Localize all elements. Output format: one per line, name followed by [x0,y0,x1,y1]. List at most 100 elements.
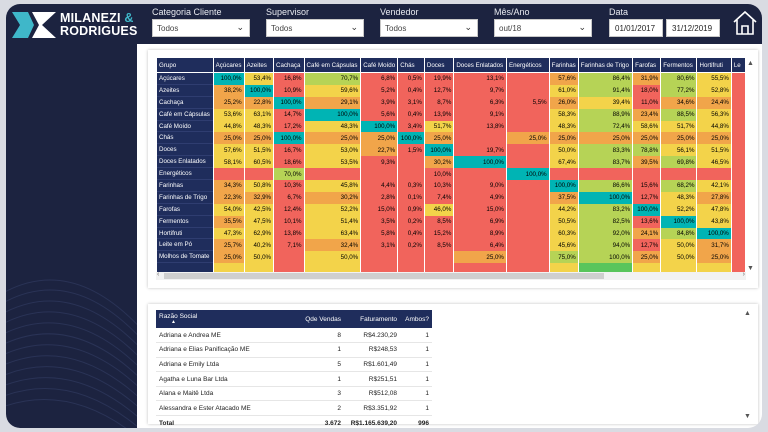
matrix-cell[interactable]: 53,4% [244,73,274,85]
col-qde-vendas[interactable]: Qde Vendas [288,310,344,328]
matrix-cell[interactable]: 48,3% [304,120,361,133]
matrix-cell[interactable]: 24,1% [633,227,661,240]
matrix-cell[interactable] [731,251,745,264]
matrix-cell[interactable]: 68,2% [661,180,697,192]
matrix-cell[interactable]: 6,7% [274,191,304,204]
matrix-cell[interactable] [661,263,697,276]
matrix-row-label[interactable]: Molhos de Tomate [157,251,213,264]
matrix-cell[interactable]: 52,2% [304,203,361,216]
matrix-cell[interactable] [398,168,424,181]
matrix-cell[interactable]: 10,3% [274,180,304,192]
matrix-cell[interactable]: 22,7% [361,144,398,157]
matrix-cell[interactable]: 7,4% [424,191,454,204]
matrix-cell[interactable]: 70,0% [274,168,304,181]
matrix-cell[interactable]: 59,6% [304,84,361,97]
matrix-cell[interactable] [633,263,661,276]
matrix-cell[interactable] [697,168,731,181]
scroll-down-icon[interactable]: ▼ [747,265,754,272]
matrix-cell[interactable]: 80,6% [661,73,697,85]
matrix-cell[interactable]: 62,9% [244,227,274,240]
matrix-cell[interactable]: 45,6% [549,239,578,252]
matrix-cell[interactable]: 10,1% [274,215,304,228]
matrix-row-label[interactable]: Açúcares [157,73,213,85]
matrix-cell[interactable]: 25,0% [361,132,398,145]
matrix-cell[interactable] [731,180,745,192]
matrix-cell[interactable] [424,251,454,264]
matrix-cell[interactable]: 63,4% [304,227,361,240]
matrix-cell[interactable]: 88,5% [661,108,697,121]
col-faturamento[interactable]: Faturamento [344,310,400,328]
matrix-cell[interactable]: 4,9% [454,191,506,204]
matrix-cell[interactable]: 38,2% [213,84,244,97]
matrix-cell[interactable]: 100,0% [274,132,304,145]
matrix-cell[interactable]: 51,7% [424,120,454,133]
matrix-col-header[interactable]: Energéticos [506,58,549,73]
matrix-cell[interactable]: 83,7% [578,156,633,169]
matrix-cell[interactable]: 100,0% [506,168,549,181]
matrix-cell[interactable]: 5,6% [361,108,398,121]
matrix-cell[interactable]: 53,6% [213,108,244,121]
matrix-cell[interactable] [506,203,549,216]
matrix-cell[interactable] [274,263,304,276]
matrix-cell[interactable]: 6,3% [454,96,506,109]
matrix-cell[interactable]: 34,6% [661,96,697,109]
matrix-cell[interactable]: 83,3% [578,144,633,157]
matrix-cell[interactable]: 13,8% [274,227,304,240]
matrix-cell[interactable]: 13,6% [633,215,661,228]
matrix-cell[interactable]: 34,3% [213,180,244,192]
matrix-cell[interactable] [578,263,633,276]
matrix-cell[interactable] [398,251,424,264]
matrix-col-header[interactable]: Doces Enlatados [454,58,506,73]
matrix-cell[interactable] [549,263,578,276]
matrix-cell[interactable]: 69,8% [661,156,697,169]
matrix-cell[interactable]: 31,7% [697,239,731,252]
matrix-cell[interactable]: 48,3% [549,120,578,133]
matrix-col-header[interactable]: Farofas [633,58,661,73]
matrix-cell[interactable]: 55,5% [697,73,731,85]
matrix-cell[interactable] [731,168,745,181]
matrix-col-header[interactable]: Farinhas [549,58,578,73]
matrix-cell[interactable]: 54,0% [213,203,244,216]
matrix-cell[interactable]: 51,4% [304,215,361,228]
matrix-cell[interactable] [731,132,745,145]
vendedor-dropdown[interactable]: Todos ⌄ [380,19,478,37]
matrix-cell[interactable]: 0,2% [398,215,424,228]
matrix-cell[interactable]: 100,0% [304,108,361,121]
matrix-cell[interactable]: 9,0% [454,180,506,192]
matrix-cell[interactable]: 25,0% [304,132,361,145]
matrix-cell[interactable]: 7,1% [274,239,304,252]
matrix-cell[interactable]: 53,0% [304,144,361,157]
table-row[interactable]: Agatha e Luna Bar Ltda 1 R$251,51 1 [156,371,432,387]
matrix-cell[interactable]: 47,5% [244,215,274,228]
matrix-col-header[interactable]: Farinhas de Trigo [578,58,633,73]
matrix-cell[interactable] [454,132,506,145]
matrix-cell[interactable]: 39,4% [578,96,633,109]
matrix-cell[interactable]: 77,2% [661,84,697,97]
matrix-cell[interactable]: 100,0% [398,132,424,145]
matrix-cell[interactable]: 10,9% [274,84,304,97]
matrix-cell[interactable]: 30,2% [304,191,361,204]
matrix-cell[interactable]: 15,2% [424,227,454,240]
matrix-row-label[interactable]: Leite em Pó [157,239,213,252]
matrix-cell[interactable]: 17,2% [274,120,304,133]
matrix-cell[interactable]: 100,0% [244,84,274,97]
matrix-row-label[interactable]: Azeites [157,84,213,97]
matrix-cell[interactable]: 75,0% [549,251,578,264]
matrix-cell[interactable] [731,96,745,109]
matrix-cell[interactable] [304,168,361,181]
matrix-cell[interactable] [398,156,424,169]
matrix-cell[interactable] [661,168,697,181]
home-icon[interactable] [731,10,759,36]
matrix-cell[interactable] [213,263,244,276]
matrix-scroll-area[interactable]: Grupo Açúcares Azeites Cachaça Café em Cápsu… [156,58,746,280]
matrix-cell[interactable]: 86,4% [578,73,633,85]
matrix-row-label[interactable]: Farofas [157,203,213,216]
matrix-cell[interactable]: 48,3% [244,120,274,133]
matrix-cell[interactable]: 70,7% [304,73,361,85]
matrix-cell[interactable]: 14,7% [274,108,304,121]
matrix-cell[interactable] [731,84,745,97]
scroll-thumb[interactable] [164,273,604,279]
matrix-cell[interactable]: 25,0% [454,251,506,264]
matrix-cell[interactable]: 58,6% [633,120,661,133]
matrix-cell[interactable]: 43,8% [697,215,731,228]
